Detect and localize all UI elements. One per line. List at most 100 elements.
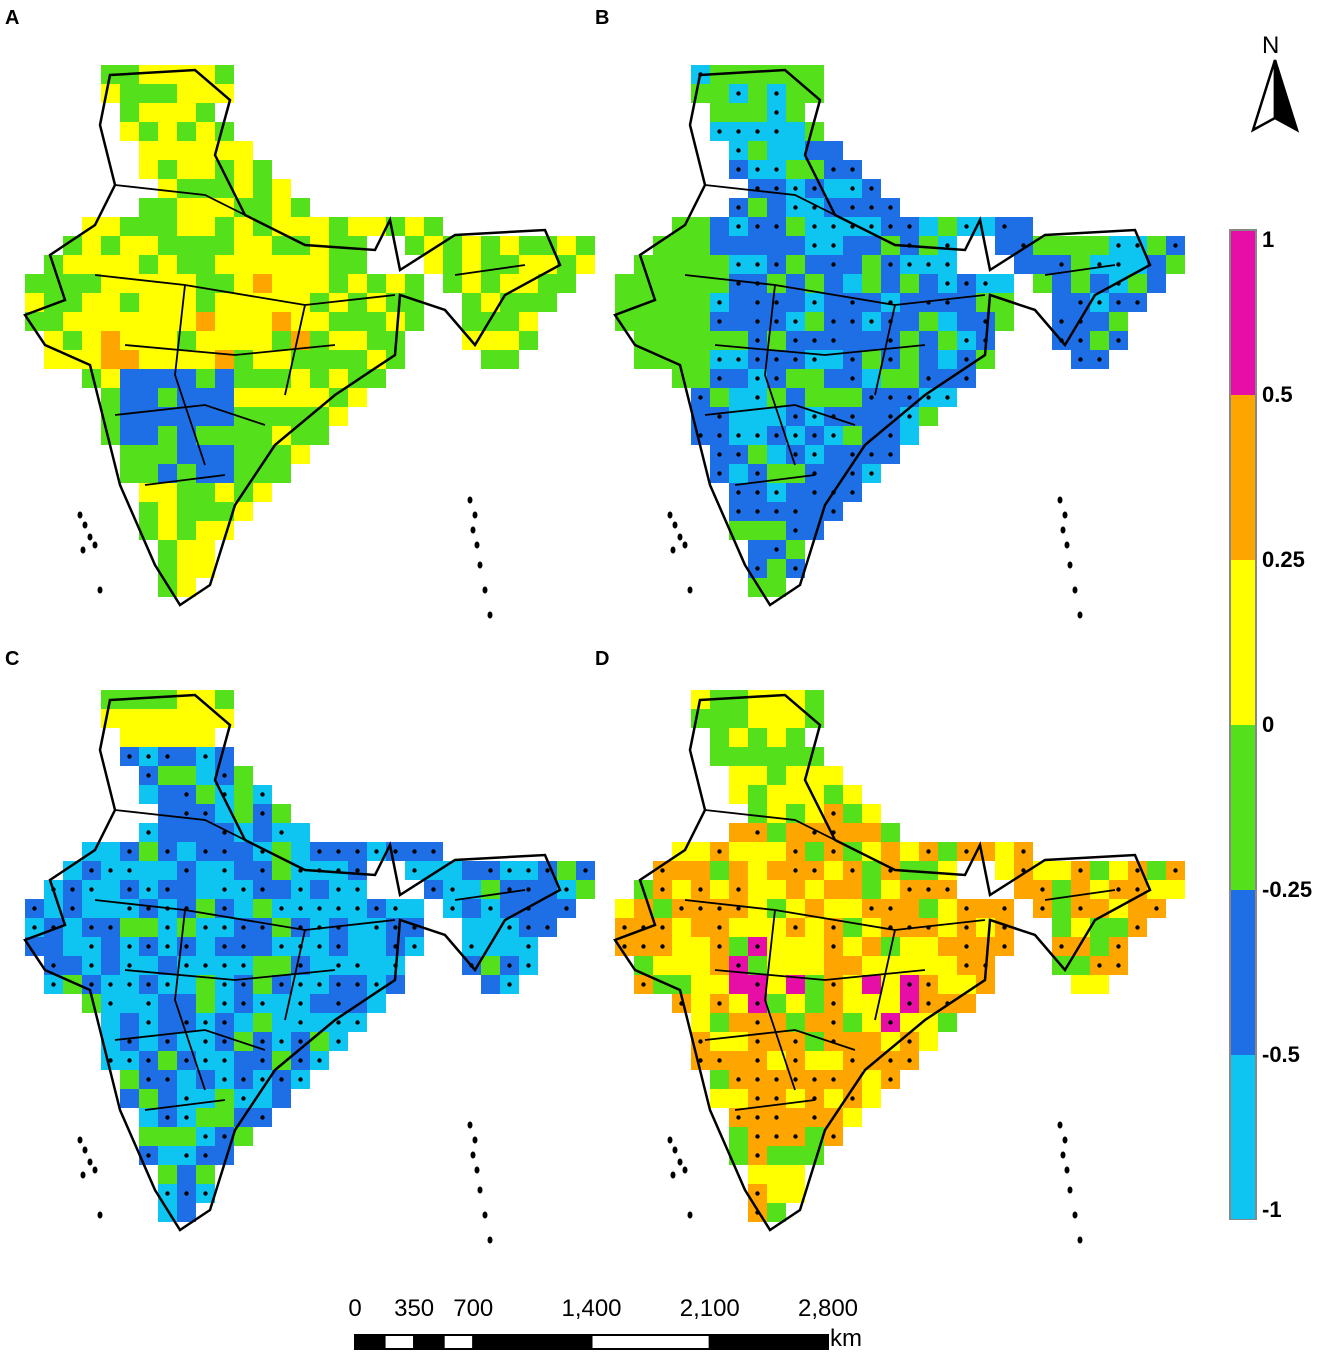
map-grid-cell	[729, 388, 748, 407]
map-grid-cell	[120, 236, 139, 255]
map-grid-cell	[786, 823, 805, 842]
map-grid-cell	[139, 122, 158, 141]
significance-dot	[793, 868, 798, 873]
legend-tick-label: -0.25	[1262, 877, 1313, 902]
map-grid-cell	[462, 236, 481, 255]
significance-dot	[203, 754, 208, 759]
significance-dot	[108, 982, 113, 987]
significance-dot	[850, 1058, 855, 1063]
map-grid-cell	[786, 1184, 805, 1203]
map-grid-cell	[500, 293, 519, 312]
significance-dot	[222, 1077, 227, 1082]
map-grid-cell	[177, 331, 196, 350]
map-grid-cell	[843, 975, 862, 994]
map-grid-cell	[557, 861, 576, 880]
map-grid-cell	[120, 255, 139, 274]
map-grid-cell	[843, 331, 862, 350]
map-grid-cell	[234, 236, 253, 255]
map-grid-cell	[729, 785, 748, 804]
map-canvas-d	[613, 690, 1185, 1244]
significance-dot	[869, 471, 874, 476]
map-grid-cell	[139, 842, 158, 861]
map-grid-cell	[139, 785, 158, 804]
map-grid-cell	[405, 899, 424, 918]
significance-dot	[51, 982, 56, 987]
island-marker	[1077, 1236, 1083, 1244]
map-grid-cell	[272, 804, 291, 823]
significance-dot	[298, 906, 303, 911]
map-grid-cell	[272, 369, 291, 388]
map-grid-cell	[139, 293, 158, 312]
significance-dot	[146, 887, 151, 892]
map-grid-cell	[900, 369, 919, 388]
map-grid-cell	[215, 407, 234, 426]
map-grid-cell	[862, 426, 881, 445]
significance-dot	[812, 205, 817, 210]
significance-dot	[279, 944, 284, 949]
map-grid-cell	[786, 388, 805, 407]
map-grid-cell	[158, 217, 177, 236]
map-grid-cell	[938, 1013, 957, 1032]
map-grid-cell	[805, 274, 824, 293]
significance-dot	[755, 509, 760, 514]
map-grid-cell	[177, 255, 196, 274]
map-grid-cell	[158, 1089, 177, 1108]
significance-dot	[355, 963, 360, 968]
map-grid-cell	[215, 1089, 234, 1108]
significance-dot	[793, 357, 798, 362]
significance-dot	[184, 963, 189, 968]
map-grid-cell	[1071, 918, 1090, 937]
map-grid-cell	[862, 255, 881, 274]
significance-dot	[241, 963, 246, 968]
map-grid-cell	[272, 861, 291, 880]
significance-dot	[736, 205, 741, 210]
significance-dot	[869, 452, 874, 457]
map-grid-cell	[158, 1013, 177, 1032]
island-marker	[1057, 1121, 1063, 1129]
map-grid-cell	[101, 350, 120, 369]
significance-dot	[888, 452, 893, 457]
map-grid-cell	[767, 331, 786, 350]
significance-dot	[774, 376, 779, 381]
significance-dot	[127, 906, 132, 911]
map-grid-cell	[919, 274, 938, 293]
map-grid-cell	[500, 255, 519, 274]
significance-dot	[793, 1039, 798, 1044]
significance-dot	[793, 452, 798, 457]
significance-dot	[355, 868, 360, 873]
map-grid-cell	[729, 994, 748, 1013]
map-grid-cell	[139, 255, 158, 274]
map-grid-cell	[158, 1165, 177, 1184]
significance-dot	[203, 1020, 208, 1025]
map-grid-cell	[957, 994, 976, 1013]
map-grid-cell	[615, 899, 634, 918]
significance-dot	[1078, 906, 1083, 911]
significance-dot	[679, 906, 684, 911]
map-grid-cell	[462, 274, 481, 293]
map-grid-cell	[824, 141, 843, 160]
map-grid-cell	[691, 331, 710, 350]
map-grid-cell	[291, 198, 310, 217]
map-grid-cell	[1033, 255, 1052, 274]
island-marker	[677, 1158, 683, 1166]
significance-dot	[412, 944, 417, 949]
significance-dot	[89, 982, 94, 987]
significance-dot	[945, 262, 950, 267]
map-grid-cell	[843, 1108, 862, 1127]
significance-dot	[1040, 887, 1045, 892]
island-marker	[1060, 526, 1066, 534]
significance-dot	[127, 754, 132, 759]
map-grid-cell	[272, 255, 291, 274]
map-grid-cell	[710, 880, 729, 899]
map-grid-cell	[634, 312, 653, 331]
map-grid-cell	[310, 312, 329, 331]
map-grid-cell	[862, 1089, 881, 1108]
map-grid-cell	[63, 861, 82, 880]
map-grid-cell	[786, 880, 805, 899]
map-grid-cell	[348, 274, 367, 293]
map-grid-cell	[900, 937, 919, 956]
scale-tick-label: 350	[394, 1295, 435, 1322]
map-grid-cell	[672, 312, 691, 331]
map-grid-cell	[101, 217, 120, 236]
map-grid-cell	[710, 331, 729, 350]
